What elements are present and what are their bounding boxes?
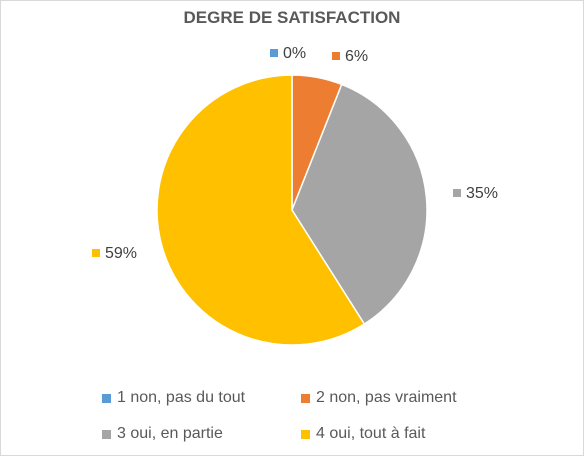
chart-title: DEGRE DE SATISFACTION: [183, 8, 401, 27]
data-label-pas-vraiment: 6%: [345, 48, 368, 65]
data-label-tout-a-fait: 59%: [105, 245, 137, 262]
pie-slice-en-partie: [291, 83, 428, 326]
data-label-pas-du-tout: 0%: [283, 45, 306, 62]
data-label-marker-pas-vraiment: [332, 52, 340, 60]
data-label-marker-en-partie: [453, 189, 461, 197]
data-label-en-partie: 35%: [466, 185, 498, 202]
data-label-marker-tout-a-fait: [92, 249, 100, 257]
data-label-marker-pas-du-tout: [270, 49, 278, 57]
pie-slice-tout-a-fait: [156, 74, 366, 346]
